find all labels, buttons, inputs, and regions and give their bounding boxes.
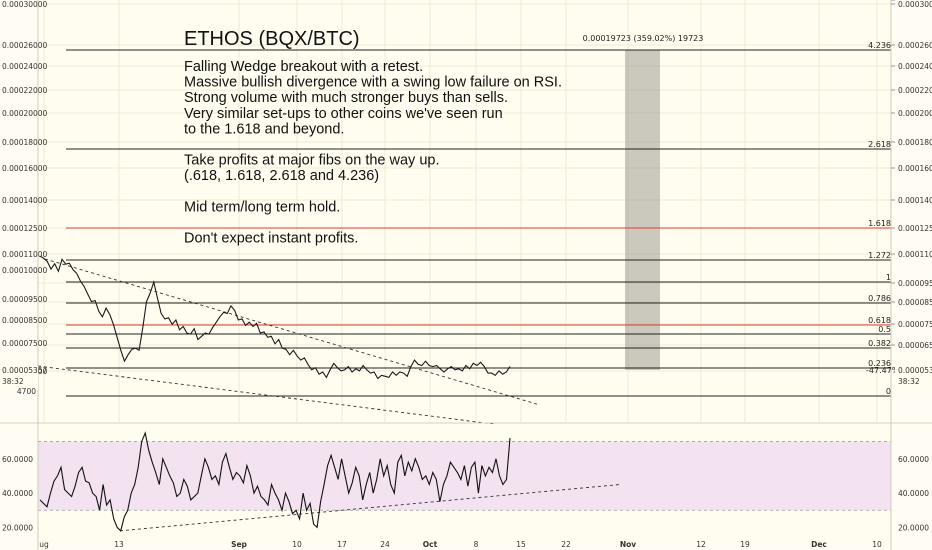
rsi-tick-right: 60.0000 (898, 455, 929, 464)
right-axis-tick: 0.00011000 (898, 250, 932, 259)
trendlines (37, 258, 541, 431)
left-axis-tick: 0.00011000 (2, 250, 48, 259)
price-pane (38, 0, 891, 422)
fib-label: 0.618 (868, 316, 891, 325)
rsi-tick-left: 60.0000 (2, 455, 33, 464)
chart-title: ETHOS (BQX/BTC) (184, 28, 360, 50)
time-axis-tick: ug (39, 540, 49, 549)
left-axis-tick: 0.00024000 (2, 62, 48, 71)
fib-label: 0.382 (868, 339, 891, 348)
right-price-axis: 0.00030000 0.00026000 0.00024000 0.00022000… (37, 0, 932, 550)
time-axis-tick: 19 (740, 540, 750, 549)
rsi-tick-left: 20.0000 (2, 523, 33, 532)
right-axis-tick: 0.00009500 (898, 279, 932, 288)
left-axis-tick: 0.00026000 (2, 41, 48, 50)
note-line: Take profits at major fibs on the way up… (184, 153, 440, 169)
note-line: Falling Wedge breakout with a retest. (184, 59, 423, 75)
price-tags: 0.0000535738:324700-47.47%0.0000535738:3… (0, 366, 932, 396)
time-axis-tick: 10 (292, 540, 302, 549)
pct-change-label: -47.47% (866, 366, 900, 375)
wedge-lower-line (37, 365, 541, 431)
right-axis-tick: 0.00030000 (898, 0, 932, 9)
time-axis-tick: Oct (423, 540, 438, 549)
fib-label: 0.5 (878, 325, 891, 334)
time-axis-tick: Sep (231, 540, 247, 549)
note-line: Strong volume with much stronger buys th… (184, 90, 508, 106)
projection-label: 0.00019723 (359.02%) 19723 (583, 34, 704, 43)
annotation-notes: Falling Wedge breakout with a retest.Mas… (184, 59, 562, 247)
grid (38, 0, 891, 422)
left-price-axis: 0.00030000 0.00026000 0.00024000 0.00022000… (2, 0, 48, 376)
left-axis-tick: 0.00016000 (2, 164, 48, 173)
fib-label: 4.236 (868, 41, 891, 50)
rsi-pane: 60.0000 60.0000 40.0000 40.0000 20.0000 20.00… (0, 422, 932, 542)
left-axis-tick: 0.00014000 (2, 196, 48, 205)
rsi-line (39, 431, 511, 532)
rsi-tick-right: 40.0000 (898, 489, 929, 498)
fib-label: 0 (886, 387, 891, 396)
price-line (39, 255, 511, 380)
right-countdown: 38:32 (898, 377, 920, 386)
time-axis-tick: 24 (380, 540, 390, 549)
time-axis-tick: 15 (516, 540, 526, 549)
left-current-price: 0.00005357 (2, 366, 48, 375)
left-axis-tick: 0.00010000 (2, 266, 48, 275)
left-axis-tick: 0.00003900 (2, 0, 48, 2)
left-price-tag-bg (0, 366, 38, 390)
right-axis-tick: 0.00007500 (898, 320, 932, 329)
wedge-upper-line (44, 258, 541, 406)
left-partial-tick: 4700 (17, 387, 36, 396)
right-axis-tick: 0.00026000 (898, 41, 932, 50)
note-line: Mid term/long term hold. (184, 199, 340, 215)
left-axis-tick: 0.00007500 (2, 339, 48, 348)
projection-range-box (625, 50, 660, 370)
time-axis-tick: 17 (337, 540, 347, 549)
left-axis-tick: 0.00018000 (2, 138, 48, 147)
note-line: to the 1.618 and beyond. (184, 121, 344, 137)
fib-label: 1 (886, 273, 891, 282)
left-axis-tick: 0.00020000 (2, 109, 48, 118)
time-axis-tick: 22 (561, 540, 571, 549)
time-axis-tick: 10 (872, 540, 882, 549)
right-axis-tick: 0.00020000 (898, 109, 932, 118)
left-axis-tick: 0.00012500 (2, 224, 48, 233)
note-line: (.618, 1.618, 2.618 and 4.236) (184, 168, 379, 184)
rsi-band (38, 441, 891, 511)
right-axis-tick: 0.00012500 (898, 224, 932, 233)
time-axis-tick: 8 (474, 540, 479, 549)
time-axis-tick: Dec (811, 540, 827, 549)
left-axis-tick: 0.00022000 (2, 86, 48, 95)
fib-label: 0.786 (868, 294, 891, 303)
time-axis-tick: 13 (114, 540, 124, 549)
right-axis-tick: 0.00014000 (898, 196, 932, 205)
price-series (39, 255, 511, 380)
rsi-tick-left: 40.0000 (2, 489, 33, 498)
right-current-price: 0.00005357 (898, 366, 932, 375)
right-axis-tick: 0.00003900 (898, 0, 932, 2)
left-axis-tick: 0.00030000 (2, 0, 48, 9)
right-axis-tick: 0.00008500 (898, 298, 932, 307)
fib-label: 1.272 (868, 251, 891, 260)
time-axis-tick: Nov (620, 540, 636, 549)
note-line: Very similar set-ups to other coins we'v… (184, 106, 503, 122)
right-price-tag-bg (895, 366, 932, 390)
right-axis-tick: 0.00022000 (898, 86, 932, 95)
left-countdown: 38:32 (2, 377, 24, 386)
note-line: Massive bullish divergence with a swing … (184, 75, 562, 91)
time-axis: ug 13 Sep 10 17 24 Oct 8 15 22 Nov 12 19 Dec 10 (39, 540, 882, 549)
left-axis-tick: 0.00008500 (2, 316, 48, 325)
fib-label: 0.236 (868, 359, 891, 368)
fib-label: 1.618 (868, 219, 891, 228)
time-axis-tick: 12 (696, 540, 706, 549)
right-axis-tick: 0.00006500 (898, 341, 932, 350)
fib-label: 2.618 (868, 140, 891, 149)
right-axis-tick: 0.00018000 (898, 138, 932, 147)
note-line: Don't expect instant profits. (184, 231, 358, 247)
left-axis-tick: 0.00009500 (2, 295, 48, 304)
rsi-tick-right: 20.0000 (898, 523, 929, 532)
right-axis-tick: 0.00024000 (898, 62, 932, 71)
right-axis-tick: 0.00016000 (898, 164, 932, 173)
